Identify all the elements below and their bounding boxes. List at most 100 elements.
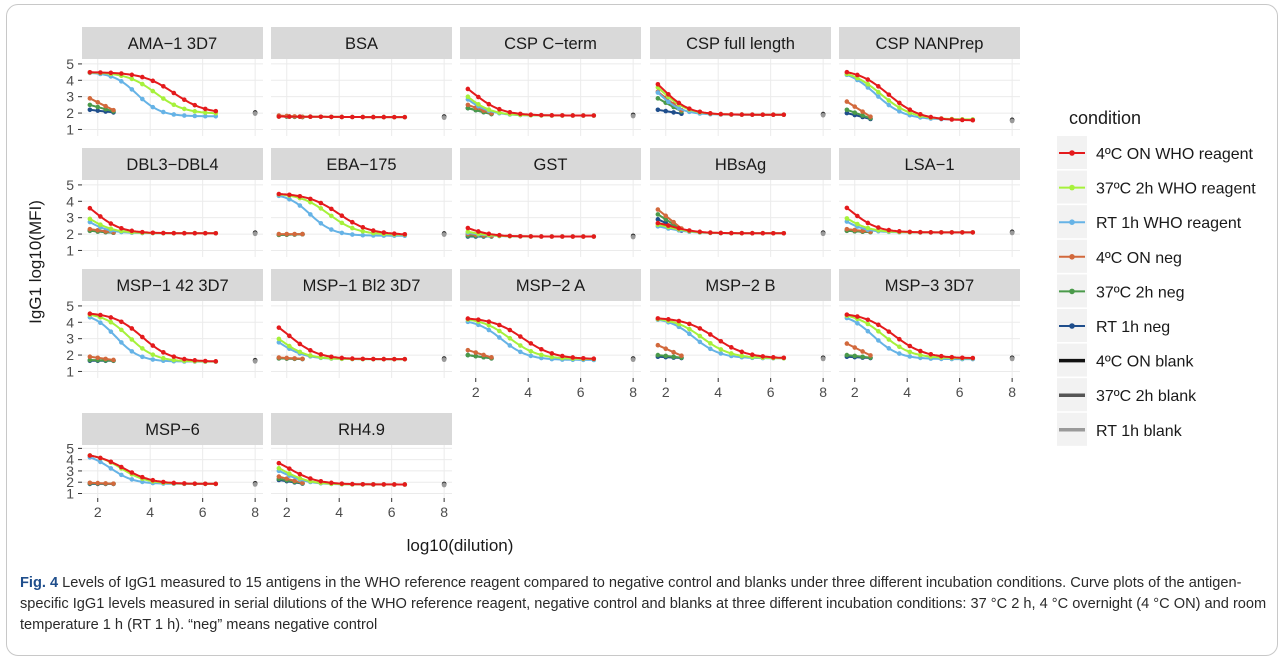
series-line-neg [467, 349, 492, 359]
data-point-neg [292, 231, 297, 237]
panel-background [82, 180, 263, 257]
data-point-who [687, 106, 692, 111]
data-point-who [287, 343, 292, 349]
facet-strip-title: RH4.9 [338, 421, 385, 439]
data-point-who [897, 351, 902, 356]
data-point-who [486, 107, 492, 112]
data-point-who [718, 338, 724, 344]
facet-strip [460, 269, 641, 301]
data-point-who [150, 352, 156, 357]
data-point-neg [663, 217, 669, 222]
data-point-who [391, 231, 397, 236]
caption-label: Fig. 4 [20, 575, 59, 591]
panel-background [82, 59, 263, 136]
facet-strip-title: CSP C−term [504, 35, 597, 53]
data-point-who [140, 334, 145, 340]
x-tick-label: 4 [714, 384, 722, 400]
x-tick-label: 4 [903, 384, 911, 400]
legend-key-point [1069, 184, 1075, 191]
data-point-who [213, 359, 219, 364]
data-point-neg [111, 481, 116, 486]
data-point-who [844, 205, 850, 211]
data-point-who [140, 354, 145, 360]
data-point-who [329, 227, 334, 232]
data-point-who [171, 357, 177, 363]
data-point-who [876, 94, 881, 99]
y-tick-label: 4 [66, 72, 74, 88]
data-point-who [297, 341, 303, 347]
data-point-who [140, 96, 145, 102]
data-point-who [87, 219, 93, 225]
data-point-who [844, 69, 850, 75]
data-point-blank [252, 111, 258, 116]
data-point-who [287, 466, 292, 471]
data-point-who [708, 111, 713, 116]
data-point-who [949, 354, 955, 360]
data-point-who [844, 312, 850, 317]
data-point-who [339, 355, 345, 361]
facet-strip [460, 148, 641, 180]
data-point-who [339, 114, 345, 120]
data-point-neg [671, 354, 676, 360]
data-point-who [949, 117, 955, 122]
data-point-who [98, 214, 103, 219]
series-line-neg [846, 342, 871, 357]
data-point-who [476, 101, 481, 107]
data-point-who [486, 319, 492, 324]
panel-background [271, 180, 452, 257]
data-point-who [98, 312, 103, 318]
data-point-who [739, 349, 745, 355]
data-point-who [381, 356, 387, 362]
facet-strip [460, 27, 641, 59]
data-point-who [202, 113, 208, 119]
data-point-who [697, 229, 703, 235]
series-line-neg [89, 108, 114, 114]
legend-key-point [1069, 150, 1075, 156]
data-point-who [202, 358, 208, 364]
data-point-who [171, 480, 177, 486]
data-point-who [129, 72, 135, 78]
data-point-who [276, 325, 282, 330]
data-point-who [770, 230, 776, 236]
data-point-who [98, 70, 103, 75]
data-point-neg [103, 481, 108, 486]
data-point-neg [465, 105, 471, 111]
data-point-who [276, 460, 282, 466]
series-line-neg [846, 100, 872, 118]
data-point-who [150, 104, 156, 110]
data-point-who [855, 72, 860, 78]
series-line-neg [89, 359, 114, 362]
facet-strip-title: MSP−1 42 3D7 [116, 277, 228, 295]
data-point-who [161, 355, 166, 361]
data-point-who [202, 481, 208, 487]
y-tick-label: 2 [66, 474, 74, 490]
data-point-who [666, 99, 671, 105]
facet-strip-title: MSP−3 3D7 [885, 277, 974, 295]
panel-background [82, 301, 263, 378]
data-point-who [329, 480, 334, 486]
data-point-who [297, 475, 303, 481]
facet-strip [650, 148, 831, 180]
data-point-who [350, 232, 355, 237]
data-point-who [970, 355, 976, 361]
facet-strip-title: BSA [345, 35, 378, 53]
data-point-who [318, 220, 324, 226]
data-point-who [970, 230, 976, 235]
facet-strip-title: CSP NANPrep [876, 35, 984, 53]
data-point-who [855, 320, 860, 326]
data-point-who [182, 106, 187, 112]
x-tick-label: 2 [283, 504, 291, 520]
data-point-neg [95, 104, 101, 110]
data-point-neg [844, 226, 850, 232]
data-point-who [549, 354, 555, 360]
x-tick-label: 4 [146, 504, 154, 520]
data-point-who [182, 481, 187, 486]
data-point-who [150, 477, 156, 483]
data-point-who [739, 230, 745, 236]
data-point-who [276, 114, 282, 119]
data-point-neg [87, 480, 93, 486]
data-point-neg [655, 207, 661, 212]
data-point-blank [441, 232, 447, 237]
data-point-neg [860, 228, 865, 234]
data-point-who [318, 478, 324, 484]
